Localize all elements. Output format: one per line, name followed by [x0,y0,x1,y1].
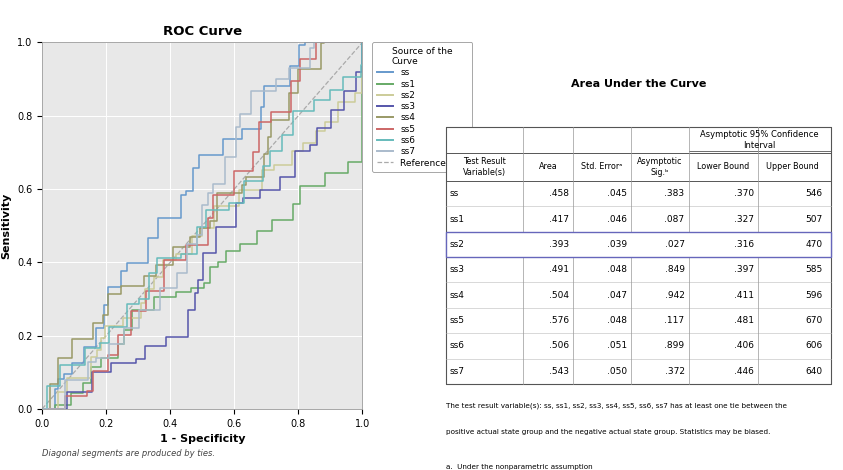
Text: The test result variable(s): ss, ss1, ss2, ss3, ss4, ss5, ss6, ss7 has at least : The test result variable(s): ss, ss1, ss… [447,403,787,409]
Text: ss7: ss7 [449,367,464,376]
Text: Asymptotic
Sig.ᵇ: Asymptotic Sig.ᵇ [637,157,683,177]
Text: .316: .316 [733,240,754,249]
Text: .087: .087 [664,214,685,224]
Text: 640: 640 [806,367,823,376]
Text: Lower Bound: Lower Bound [697,162,749,172]
Text: .045: .045 [607,189,627,198]
Text: a.  Under the nonparametric assumption: a. Under the nonparametric assumption [447,464,593,470]
Text: .458: .458 [550,189,569,198]
Text: .543: .543 [550,367,569,376]
Title: ROC Curve: ROC Curve [163,25,242,39]
Text: .117: .117 [664,316,685,325]
Text: Test Result
Variable(s): Test Result Variable(s) [464,157,507,177]
Text: .046: .046 [607,214,627,224]
Text: .051: .051 [607,341,627,351]
Text: Std. Errorᵃ: Std. Errorᵃ [582,162,623,172]
Text: 670: 670 [806,316,823,325]
Text: .411: .411 [733,290,754,300]
Text: .048: .048 [607,316,627,325]
Text: .506: .506 [550,341,569,351]
Text: 546: 546 [806,189,823,198]
Text: 585: 585 [806,265,823,274]
Text: ss5: ss5 [449,316,464,325]
Text: Area: Area [539,162,558,172]
Text: .372: .372 [664,367,685,376]
Text: .406: .406 [733,341,754,351]
Text: ss: ss [449,189,459,198]
Text: .417: .417 [550,214,569,224]
Text: ss1: ss1 [449,214,464,224]
Text: Asymptotic 95% Confidence
Interval: Asymptotic 95% Confidence Interval [701,130,819,149]
Text: positive actual state group and the negative actual state group. Statistics may : positive actual state group and the nega… [447,429,771,435]
Text: 596: 596 [806,290,823,300]
Text: .942: .942 [665,290,685,300]
Text: Area Under the Curve: Area Under the Curve [571,79,706,89]
Text: .491: .491 [550,265,569,274]
Text: .383: .383 [664,189,685,198]
Text: 507: 507 [806,214,823,224]
Text: .899: .899 [664,341,685,351]
Text: ss3: ss3 [449,265,464,274]
Bar [447,127,830,384]
Text: ss6: ss6 [449,341,464,351]
Text: ss4: ss4 [449,290,464,300]
Y-axis label: Sensitivity: Sensitivity [2,193,12,258]
Text: .504: .504 [550,290,569,300]
Text: .039: .039 [607,240,627,249]
Text: .048: .048 [607,265,627,274]
Text: .481: .481 [733,316,754,325]
Text: .047: .047 [607,290,627,300]
Text: ss2: ss2 [449,240,464,249]
Text: Diagonal segments are produced by ties.: Diagonal segments are produced by ties. [42,449,215,458]
Text: 470: 470 [806,240,823,249]
Text: .393: .393 [550,240,569,249]
Text: .327: .327 [733,214,754,224]
Legend: ss, ss1, ss2, ss3, ss4, ss5, ss6, ss7, Reference Line: ss, ss1, ss2, ss3, ss4, ss5, ss6, ss7, R… [372,42,472,172]
Text: .849: .849 [664,265,685,274]
X-axis label: 1 - Specificity: 1 - Specificity [159,434,245,444]
Text: .050: .050 [607,367,627,376]
Text: .446: .446 [734,367,754,376]
Text: .576: .576 [550,316,569,325]
Text: .027: .027 [664,240,685,249]
Text: .370: .370 [733,189,754,198]
Text: 606: 606 [806,341,823,351]
Text: Upper Bound: Upper Bound [765,162,819,172]
Bar [447,232,830,257]
Text: .397: .397 [733,265,754,274]
